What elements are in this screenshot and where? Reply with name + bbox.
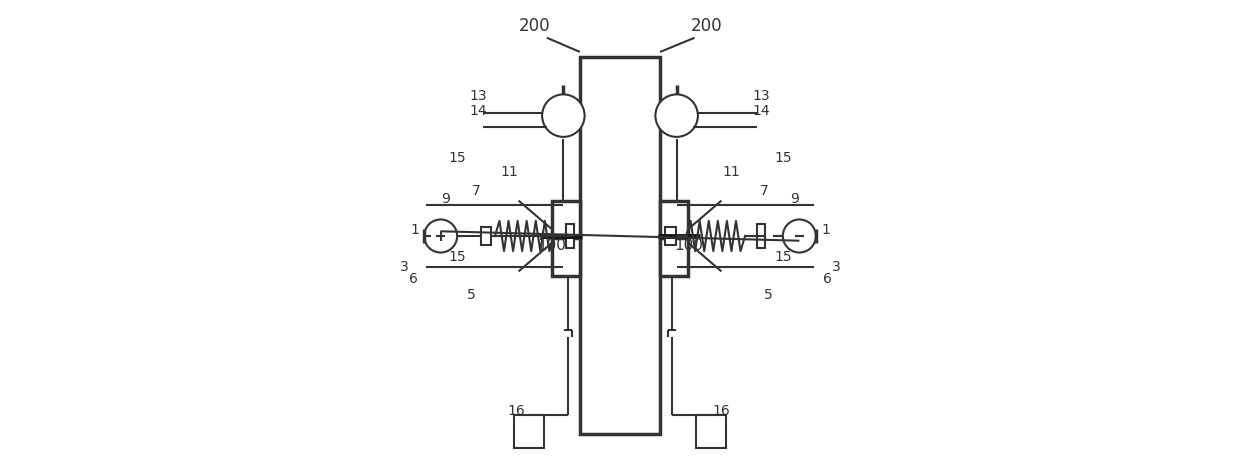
Text: 100: 100 <box>675 238 703 253</box>
Text: 1: 1 <box>410 223 419 237</box>
Text: 13: 13 <box>753 89 770 103</box>
Bar <box>660 201 688 238</box>
Text: 200: 200 <box>520 17 551 35</box>
Text: 6: 6 <box>823 272 832 287</box>
Text: 16: 16 <box>507 404 525 418</box>
Text: 5: 5 <box>467 288 476 302</box>
Text: 9: 9 <box>441 192 450 206</box>
Text: 3: 3 <box>832 260 841 274</box>
Text: 5: 5 <box>764 288 773 302</box>
Text: 9: 9 <box>790 192 799 206</box>
Text: 7: 7 <box>760 184 769 198</box>
Bar <box>565 224 574 248</box>
Bar <box>666 227 676 245</box>
Text: 3: 3 <box>399 260 408 274</box>
Text: 6: 6 <box>409 272 418 287</box>
Circle shape <box>424 219 458 253</box>
Bar <box>513 415 544 448</box>
Text: 14: 14 <box>753 104 770 118</box>
Text: 11: 11 <box>500 165 518 179</box>
Bar <box>660 238 688 276</box>
Text: 11: 11 <box>722 165 740 179</box>
Text: 100: 100 <box>537 238 565 253</box>
Circle shape <box>782 219 816 253</box>
Circle shape <box>542 94 584 137</box>
Text: 15: 15 <box>774 250 791 264</box>
Text: 200: 200 <box>691 17 722 35</box>
Text: 16: 16 <box>713 404 730 418</box>
Circle shape <box>656 94 698 137</box>
Text: 13: 13 <box>470 89 487 103</box>
Bar <box>580 57 660 434</box>
Text: 15: 15 <box>449 250 466 264</box>
Text: 7: 7 <box>471 184 480 198</box>
Text: 15: 15 <box>449 151 466 165</box>
Bar <box>552 238 580 276</box>
Text: 14: 14 <box>470 104 487 118</box>
Bar <box>756 224 765 248</box>
Bar <box>552 201 580 238</box>
Text: 1: 1 <box>821 223 831 237</box>
Text: 15: 15 <box>774 151 791 165</box>
Bar <box>481 227 491 245</box>
Bar <box>696 415 727 448</box>
